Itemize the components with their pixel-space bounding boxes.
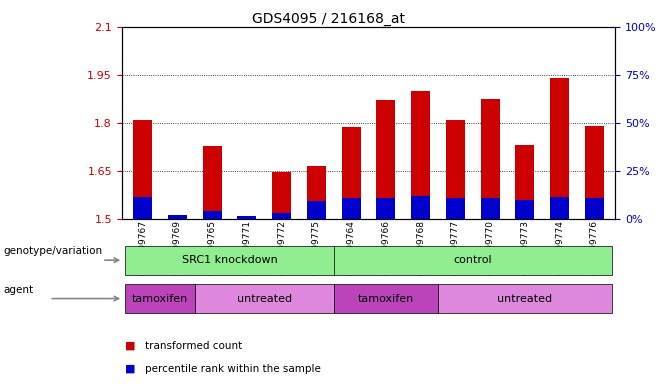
Text: percentile rank within the sample: percentile rank within the sample	[145, 364, 320, 374]
Text: agent: agent	[3, 285, 34, 295]
Bar	[480, 99, 499, 219]
Bar	[515, 200, 534, 219]
Bar	[238, 218, 257, 219]
Bar	[238, 216, 257, 219]
Bar	[168, 215, 187, 219]
Bar	[342, 127, 361, 219]
Bar	[411, 196, 430, 219]
Bar	[168, 218, 187, 219]
Bar	[203, 211, 222, 219]
Bar	[272, 213, 291, 219]
Text: control: control	[453, 255, 492, 265]
Bar	[515, 145, 534, 219]
Bar	[585, 198, 604, 219]
Text: transformed count: transformed count	[145, 341, 242, 351]
Bar	[203, 146, 222, 219]
Bar	[550, 78, 569, 219]
Text: tamoxifen: tamoxifen	[358, 293, 414, 304]
Text: untreated: untreated	[497, 293, 553, 304]
Bar	[133, 197, 152, 219]
Bar	[342, 198, 361, 219]
Text: SRC1 knockdown: SRC1 knockdown	[182, 255, 277, 265]
Text: untreated: untreated	[237, 293, 291, 304]
Text: ■: ■	[125, 341, 136, 351]
Bar	[446, 120, 465, 219]
Bar	[133, 120, 152, 219]
Bar	[446, 198, 465, 219]
Bar	[376, 198, 395, 219]
Text: GDS4095 / 216168_at: GDS4095 / 216168_at	[253, 12, 405, 25]
Bar	[376, 101, 395, 219]
Text: genotype/variation: genotype/variation	[3, 246, 103, 257]
Text: ■: ■	[125, 364, 136, 374]
Bar	[585, 126, 604, 219]
Bar	[307, 166, 326, 219]
Bar	[480, 198, 499, 219]
Bar	[550, 197, 569, 219]
Bar	[307, 201, 326, 219]
Bar	[272, 172, 291, 219]
Bar	[411, 91, 430, 219]
Text: tamoxifen: tamoxifen	[132, 293, 188, 304]
